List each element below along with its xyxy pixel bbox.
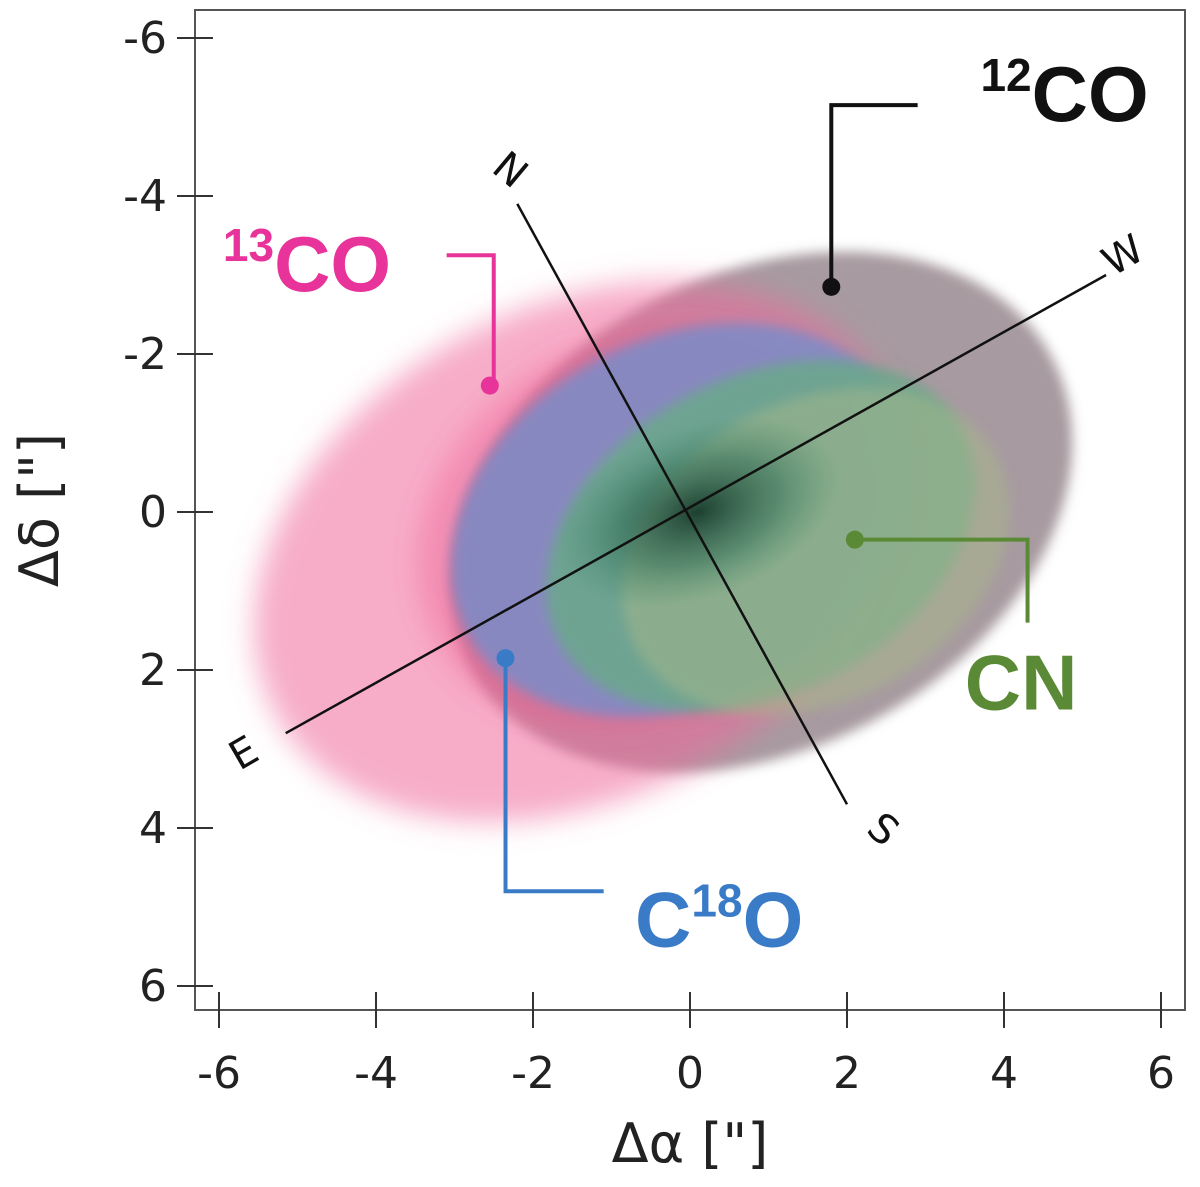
marker-c12o bbox=[822, 277, 841, 296]
y-tick-label: 0 bbox=[139, 487, 167, 538]
x-tick-label: -2 bbox=[511, 1048, 555, 1099]
compass-label-S: S bbox=[858, 804, 907, 856]
axis-ticks: -6 -4 -2 0 2 4 6 -6 -4 -2 0 2 4 6 bbox=[123, 13, 1175, 1099]
label-superscript: 13 bbox=[223, 219, 274, 271]
y-tick-label: -2 bbox=[123, 329, 167, 380]
y-tick-label: -4 bbox=[123, 171, 167, 222]
compass-label-E: E bbox=[221, 727, 266, 779]
x-axis-title: Δα ["] bbox=[612, 1112, 769, 1175]
label-superscript: 18 bbox=[691, 875, 742, 927]
x-tick-label: 4 bbox=[990, 1048, 1018, 1099]
label-main: O bbox=[743, 876, 804, 964]
label-prefix: C bbox=[635, 876, 691, 964]
marker-cn bbox=[845, 530, 864, 549]
y-tick-label: 4 bbox=[139, 803, 167, 854]
x-tick-label: -6 bbox=[197, 1048, 241, 1099]
y-tick-label: -6 bbox=[123, 13, 167, 64]
leader-c12o bbox=[829, 103, 918, 287]
compass-line-NS bbox=[516, 203, 849, 805]
compass-line-EW bbox=[285, 273, 1107, 735]
x-tick-label: -4 bbox=[354, 1048, 398, 1099]
molecule-leaders bbox=[446, 103, 1030, 894]
emission-layers bbox=[254, 251, 1073, 822]
label-c18o: C18O bbox=[635, 875, 803, 964]
leader-cn bbox=[854, 537, 1030, 623]
y-tick-label: 6 bbox=[139, 961, 167, 1012]
x-tick-label: 0 bbox=[676, 1048, 704, 1099]
label-c12o: 12CO bbox=[980, 49, 1148, 138]
compass-lines bbox=[285, 203, 1107, 805]
label-c13o: 13CO bbox=[223, 219, 391, 308]
label-superscript: 12 bbox=[980, 49, 1031, 101]
label-main: CO bbox=[1032, 50, 1149, 138]
x-tick-label: 2 bbox=[833, 1048, 861, 1099]
y-tick-label: 2 bbox=[139, 645, 167, 696]
label-main: CN bbox=[965, 639, 1078, 727]
compass-label-N: N bbox=[484, 143, 536, 197]
y-axis-title: Δδ ["] bbox=[8, 433, 71, 587]
x-tick-label: 6 bbox=[1147, 1048, 1175, 1099]
leader-c18o bbox=[503, 658, 604, 894]
leader-c13o bbox=[446, 253, 496, 386]
marker-c18o bbox=[496, 649, 515, 668]
marker-c13o bbox=[480, 376, 499, 395]
label-main: CO bbox=[274, 220, 391, 308]
label-cn: CN bbox=[965, 639, 1078, 727]
